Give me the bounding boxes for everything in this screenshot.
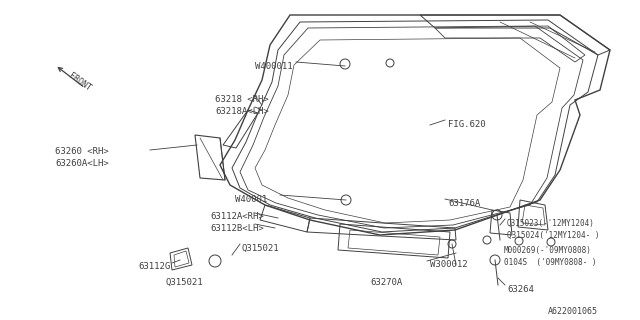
- Text: 63264: 63264: [507, 285, 534, 294]
- Text: Q315023(-'12MY1204): Q315023(-'12MY1204): [507, 219, 595, 228]
- Text: 63270A: 63270A: [370, 278, 403, 287]
- Text: FRONT: FRONT: [67, 71, 93, 93]
- Text: W300012: W300012: [430, 260, 468, 269]
- Text: 63218A<LH>: 63218A<LH>: [215, 107, 269, 116]
- Text: 63260 <RH>: 63260 <RH>: [55, 147, 109, 156]
- Text: Q315021: Q315021: [242, 244, 280, 253]
- Text: 63112G: 63112G: [138, 262, 170, 271]
- Text: M000269(-'09MY0808): M000269(-'09MY0808): [504, 246, 592, 255]
- Text: 63218 <RH>: 63218 <RH>: [215, 95, 269, 104]
- Text: FIG.620: FIG.620: [448, 120, 486, 129]
- Text: 63112A<RH>: 63112A<RH>: [210, 212, 264, 221]
- Text: 63260A<LH>: 63260A<LH>: [55, 159, 109, 168]
- Text: W40001: W40001: [235, 195, 268, 204]
- Text: Q315024('12MY1204- ): Q315024('12MY1204- ): [507, 231, 600, 240]
- Text: A622001065: A622001065: [548, 307, 598, 316]
- Text: 0104S  ('09MY0808- ): 0104S ('09MY0808- ): [504, 258, 596, 267]
- Text: Q315021: Q315021: [165, 278, 203, 287]
- Text: 63112B<LH>: 63112B<LH>: [210, 224, 264, 233]
- Text: 63176A: 63176A: [448, 199, 480, 208]
- Text: W400011: W400011: [255, 62, 292, 71]
